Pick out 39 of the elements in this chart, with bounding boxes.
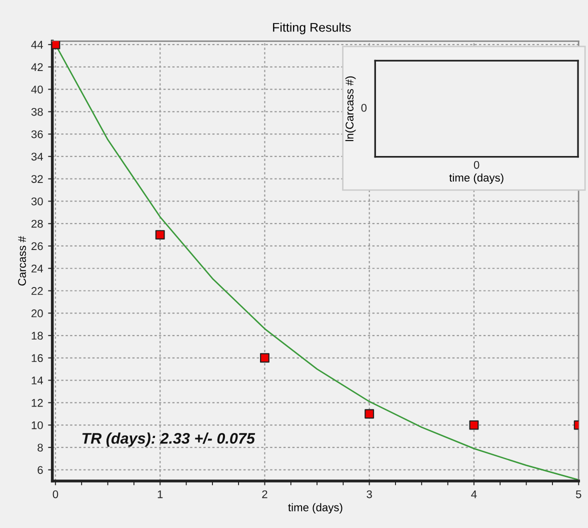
y-tick-label: 10 [32,421,43,430]
point [52,41,60,50]
y-tick-label: 34 [31,152,43,161]
x-axis-title: time (days) [288,503,342,514]
x-tick-label: 1 [158,490,163,498]
y-axis-title: Carcass # [18,236,26,286]
y-tick-label: 42 [31,63,43,71]
y-tick-label: 6 [38,466,43,474]
point [469,420,479,430]
x-tick-label: 0 [52,490,58,498]
y-tick-label: 28 [32,220,43,228]
x-tick-label: 2 [262,490,268,498]
annotation: 0 [474,160,480,169]
y-tick-label: 20 [32,309,43,318]
x-tick-label: 4 [471,490,477,498]
y-tick-label: 22 [32,287,43,295]
y-tick-label: 12 [32,398,43,407]
y-tick-label: 30 [31,197,43,206]
y-tick-label: 36 [31,130,43,138]
point [155,230,165,240]
x-tick-label: 5 [576,490,582,498]
point [364,409,374,419]
y-tick-label: 16 [32,354,43,362]
y-tick-label: 24 [32,264,43,272]
y-tick-label: 18 [32,332,43,340]
y-tick-label: 44 [31,40,43,49]
point [260,353,270,363]
y-tick-label: 32 [31,175,43,183]
y-tick-label: 26 [32,242,43,250]
text: ln(Carcass #) [345,76,356,142]
annotation: TR (days): 2.33 +/- 0.075 [82,432,256,447]
y-tick-label: 40 [31,86,43,94]
x-tick-label: 3 [366,490,372,498]
annotation: 0 [361,104,367,112]
text: time (days) [449,173,504,184]
chart-title: Fitting Results [273,22,351,34]
y-tick-label: 38 [31,108,43,116]
y-tick-label: 14 [32,376,43,384]
y-tick-label: 8 [38,444,43,452]
